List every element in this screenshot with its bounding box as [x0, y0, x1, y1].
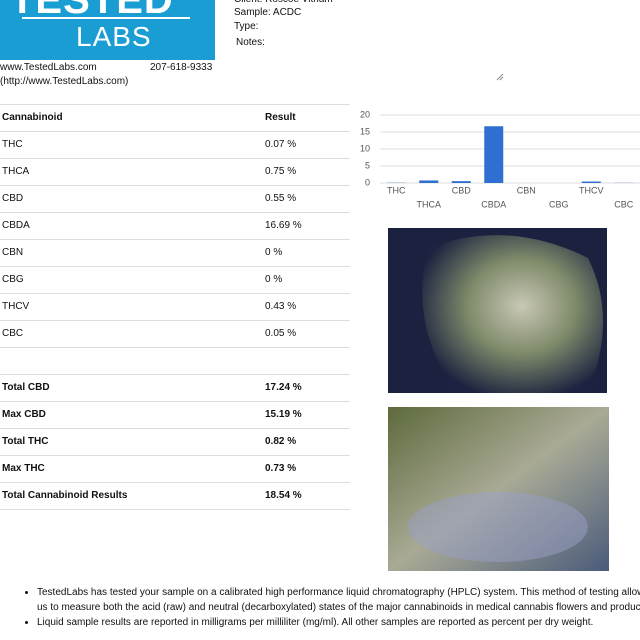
row-divider: [0, 104, 350, 105]
table-cell: 0.55 %: [265, 193, 297, 204]
note: Liquid sample results are reported in mi…: [37, 615, 640, 630]
row-divider: [0, 509, 350, 510]
row-divider: [0, 266, 350, 267]
row-divider: [0, 239, 350, 240]
logo-text: TESTED: [10, 0, 174, 22]
table-cell: 17.24 %: [265, 382, 302, 393]
table-cell: 16.69 %: [265, 220, 302, 231]
table-cell: 0 %: [265, 247, 283, 258]
x-tick-label: CBC: [614, 199, 634, 209]
x-tick-label: THC: [387, 185, 406, 195]
table-cell: Total CBD: [2, 382, 50, 393]
sample: Sample: ACDC: [234, 7, 302, 18]
y-tick-label: 15: [360, 126, 370, 136]
table-cell: 0.07 %: [265, 139, 297, 150]
x-tick-label: THCV: [579, 185, 604, 195]
y-tick-label: 5: [365, 160, 370, 170]
table-cell: Cannabinoid: [2, 112, 63, 123]
logo: TESTED LABS: [0, 0, 215, 60]
logo-rule: [22, 17, 190, 19]
table-cell: Total Cannabinoid Results: [2, 490, 128, 501]
table-cell: CBDA: [2, 220, 30, 231]
photo: [388, 228, 607, 393]
y-tick-label: 10: [360, 143, 370, 153]
bar: [451, 181, 471, 183]
table-cell: Max CBD: [2, 409, 46, 420]
row-divider: [0, 212, 350, 213]
table-cell: 0.05 %: [265, 328, 297, 339]
table-cell: 0 %: [265, 274, 283, 285]
table-cell: 0.82 %: [265, 436, 297, 447]
row-divider: [0, 320, 350, 321]
y-tick-label: 0: [365, 177, 370, 187]
row-divider: [0, 131, 350, 132]
table-cell: 0.75 %: [265, 166, 297, 177]
client: Client: Roscoe Vitham: [234, 0, 333, 5]
row-divider: [0, 482, 350, 483]
row-divider: [0, 428, 350, 429]
table-cell: Total THC: [2, 436, 49, 447]
table-cell: 18.54 %: [265, 490, 302, 501]
row-divider: [0, 293, 350, 294]
row-divider: [0, 401, 350, 402]
table-cell: Result: [265, 112, 296, 123]
url[interactable]: (http://www.TestedLabs.com): [0, 76, 129, 87]
notes-label: Notes:: [236, 37, 265, 48]
x-tick-label: CBN: [517, 185, 536, 195]
x-tick-label: THCA: [417, 199, 442, 209]
photo: [388, 407, 609, 571]
resize-handle[interactable]: [495, 72, 505, 82]
table-cell: 15.19 %: [265, 409, 302, 420]
phone: 207-618-9333: [150, 62, 213, 73]
note: TestedLabs has tested your sample on a c…: [37, 585, 640, 615]
table-cell: 0.73 %: [265, 463, 297, 474]
table-cell: THCA: [2, 166, 30, 177]
x-tick-label: CBDA: [481, 199, 506, 209]
table-cell: CBD: [2, 193, 24, 204]
table-cell: Max THC: [2, 463, 45, 474]
y-tick-label: 20: [360, 109, 370, 119]
bar: [581, 181, 601, 183]
chart: 0 5 10 15 20 THC THCA CBD CBDA CBN CBG THCV CBC: [360, 109, 640, 209]
notes-list: TestedLabs has tested your sample on a c…: [25, 585, 640, 630]
row-divider: [0, 455, 350, 456]
row-divider: [0, 347, 350, 348]
table-cell: 0.43 %: [265, 301, 297, 312]
bar: [484, 126, 504, 183]
x-tick-label: CBD: [452, 185, 472, 195]
x-tick-label: CBG: [549, 199, 569, 209]
row-divider: [0, 158, 350, 159]
website[interactable]: www.TestedLabs.com: [0, 62, 97, 73]
table-cell: CBG: [2, 274, 24, 285]
row-divider: [0, 374, 350, 375]
table-cell: THC: [2, 139, 23, 150]
table-cell: CBC: [2, 328, 24, 339]
table-cell: CBN: [2, 247, 24, 258]
type: Type:: [234, 21, 259, 32]
logo-text: LABS: [76, 21, 152, 52]
table-cell: THCV: [2, 301, 30, 312]
bar: [419, 180, 439, 183]
row-divider: [0, 185, 350, 186]
